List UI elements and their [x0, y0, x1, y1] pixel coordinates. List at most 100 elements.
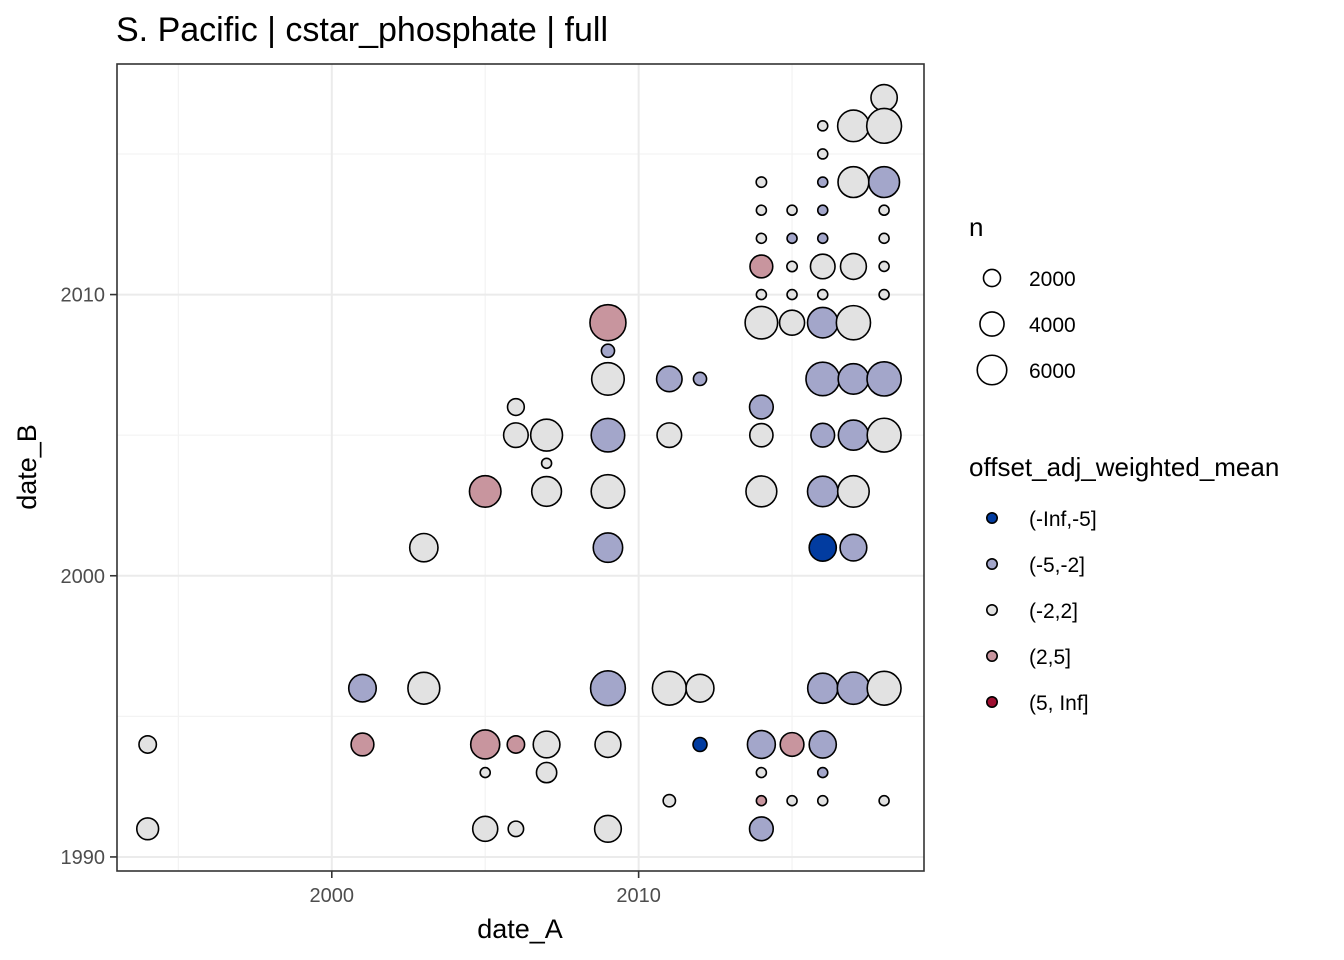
- data-point: [656, 422, 683, 449]
- data-point: [839, 533, 868, 562]
- data-point: [502, 422, 529, 449]
- color-legend-label: (-Inf,-5]: [1029, 508, 1097, 531]
- data-point: [662, 793, 677, 808]
- y-tick-label: 2010: [61, 285, 106, 307]
- data-point: [836, 474, 870, 508]
- data-point: [600, 343, 616, 359]
- data-point: [806, 672, 839, 705]
- size-legend-label: 2000: [1029, 268, 1076, 291]
- data-point: [589, 303, 627, 342]
- data-point: [755, 176, 768, 189]
- data-point: [839, 252, 868, 281]
- data-point: [837, 419, 870, 452]
- data-point: [755, 766, 768, 779]
- color-legend: offset_adj_weighted_mean (-Inf,-5] (-5,-2…: [969, 452, 1279, 715]
- data-point: [816, 176, 829, 188]
- data-point: [651, 670, 688, 706]
- data-point: [535, 761, 558, 784]
- data-point: [878, 260, 890, 273]
- color-legend-key: [985, 649, 998, 662]
- data-point: [592, 532, 624, 564]
- data-point: [808, 730, 838, 759]
- data-point: [135, 817, 160, 841]
- data-point: [816, 794, 829, 807]
- data-point: [816, 288, 829, 301]
- data-point: [407, 671, 441, 705]
- data-point: [878, 288, 890, 301]
- color-legend-label: (-5,-2]: [1029, 554, 1085, 577]
- y-tick-label: 2000: [61, 566, 106, 588]
- data-point: [469, 729, 501, 760]
- data-point: [816, 120, 829, 132]
- data-point: [816, 204, 829, 217]
- data-point: [655, 365, 683, 393]
- data-point: [806, 475, 839, 508]
- data-point: [590, 417, 626, 453]
- size-legend: n 2000 4000 6000: [969, 212, 1076, 386]
- color-legend-label: (2,5]: [1029, 646, 1071, 669]
- data-point: [506, 734, 526, 754]
- data-point: [755, 232, 768, 245]
- data-points: [135, 83, 903, 843]
- size-legend-key: [976, 354, 1008, 386]
- data-point: [779, 731, 805, 758]
- data-point: [805, 361, 841, 397]
- data-point: [350, 732, 375, 757]
- color-legend-key: [985, 511, 998, 524]
- size-legend-title: n: [969, 212, 983, 242]
- data-point: [506, 397, 526, 417]
- data-point: [836, 671, 871, 706]
- data-point: [471, 815, 499, 843]
- data-point: [786, 232, 798, 245]
- data-point: [748, 394, 775, 420]
- data-point: [808, 533, 838, 562]
- chart-title: S. Pacific | cstar_phosphate | full: [116, 11, 608, 49]
- x-axis: 2000 2010: [310, 871, 661, 907]
- size-legend-key: [982, 268, 1002, 288]
- data-point: [479, 766, 492, 779]
- y-axis-title: date_B: [12, 424, 42, 510]
- data-point: [692, 371, 708, 387]
- data-point: [836, 109, 870, 143]
- data-point: [866, 417, 902, 453]
- color-legend-title: offset_adj_weighted_mean: [969, 452, 1279, 482]
- data-point: [748, 422, 774, 448]
- data-point: [590, 361, 626, 396]
- data-point: [810, 422, 836, 448]
- data-point: [685, 673, 715, 703]
- data-point: [529, 418, 564, 452]
- data-point: [866, 670, 902, 706]
- size-legend-label: 6000: [1029, 360, 1076, 383]
- data-point: [347, 673, 378, 703]
- data-point: [816, 148, 829, 160]
- x-tick-label: 2010: [616, 885, 661, 907]
- data-point: [870, 83, 899, 112]
- data-point: [746, 729, 777, 760]
- x-axis-title: date_A: [477, 914, 563, 944]
- data-point: [835, 304, 872, 341]
- data-point: [755, 204, 768, 217]
- data-point: [778, 309, 806, 337]
- data-point: [866, 361, 902, 397]
- data-point: [786, 204, 798, 217]
- data-point: [865, 107, 903, 145]
- data-point: [593, 814, 623, 843]
- data-point: [692, 736, 708, 753]
- size-legend-label: 4000: [1029, 314, 1076, 337]
- data-point: [590, 473, 626, 509]
- panel-border: [116, 63, 925, 872]
- data-point: [408, 532, 439, 563]
- y-tick-label: 1990: [61, 847, 106, 869]
- color-legend-label: (5, Inf]: [1029, 692, 1089, 715]
- data-point: [755, 288, 768, 301]
- data-point: [594, 730, 622, 759]
- x-tick-label: 2000: [310, 885, 355, 907]
- data-point: [837, 362, 870, 395]
- data-point: [755, 794, 768, 807]
- data-point: [816, 232, 829, 245]
- color-legend-label: (-2,2]: [1029, 600, 1078, 623]
- data-point: [532, 730, 561, 759]
- data-point: [878, 204, 890, 217]
- data-point: [809, 253, 836, 280]
